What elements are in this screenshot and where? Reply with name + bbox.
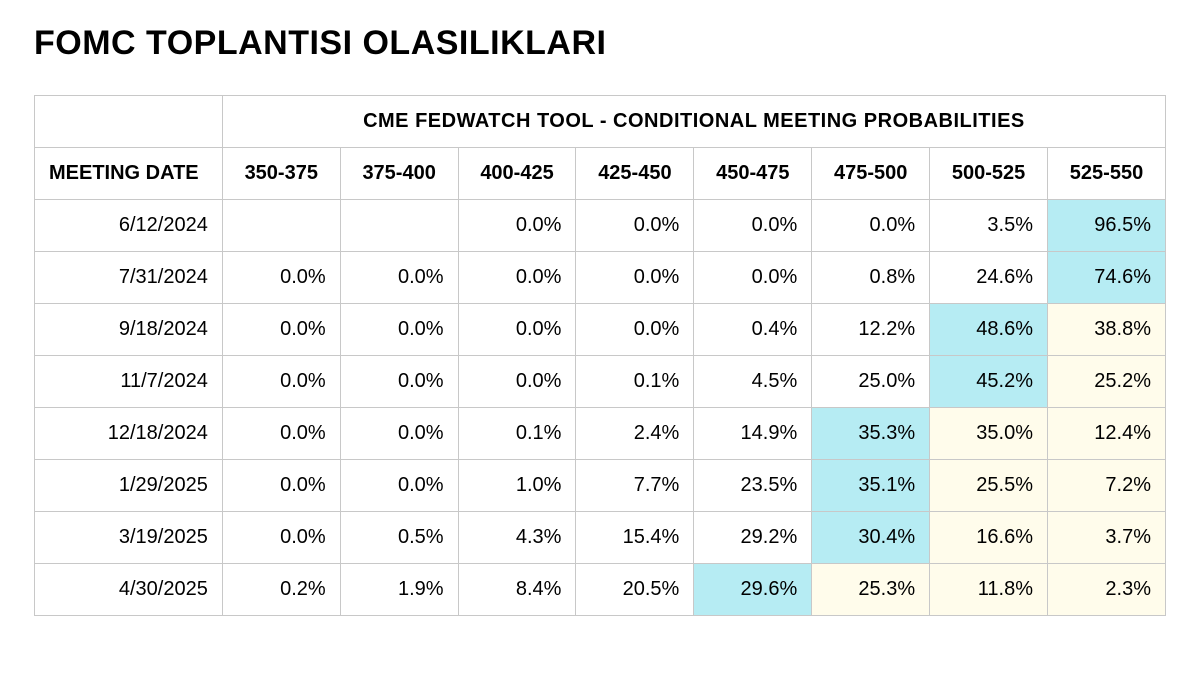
value-cell: 0.0% [222, 252, 340, 304]
date-cell: 3/19/2025 [35, 512, 223, 564]
value-cell: 0.0% [222, 304, 340, 356]
col-header: 525-550 [1048, 148, 1166, 200]
value-cell: 4.5% [694, 356, 812, 408]
value-cell: 74.6% [1048, 252, 1166, 304]
col-header: 375-400 [340, 148, 458, 200]
value-cell: 20.5% [576, 564, 694, 616]
value-cell: 24.6% [930, 252, 1048, 304]
value-cell: 30.4% [812, 512, 930, 564]
value-cell: 0.0% [340, 252, 458, 304]
meeting-date-header: MEETING DATE [35, 148, 223, 200]
table-row: 4/30/20250.2%1.9%8.4%20.5%29.6%25.3%11.8… [35, 564, 1166, 616]
date-cell: 7/31/2024 [35, 252, 223, 304]
table-header-row: MEETING DATE 350-375 375-400 400-425 425… [35, 148, 1166, 200]
value-cell: 12.4% [1048, 408, 1166, 460]
value-cell: 25.2% [1048, 356, 1166, 408]
date-cell: 4/30/2025 [35, 564, 223, 616]
col-header: 400-425 [458, 148, 576, 200]
value-cell [340, 200, 458, 252]
value-cell: 0.1% [576, 356, 694, 408]
value-cell: 0.0% [458, 200, 576, 252]
value-cell [222, 200, 340, 252]
value-cell: 23.5% [694, 460, 812, 512]
value-cell: 15.4% [576, 512, 694, 564]
value-cell: 4.3% [458, 512, 576, 564]
value-cell: 1.9% [340, 564, 458, 616]
value-cell: 25.3% [812, 564, 930, 616]
value-cell: 2.4% [576, 408, 694, 460]
value-cell: 0.5% [340, 512, 458, 564]
value-cell: 12.2% [812, 304, 930, 356]
value-cell: 11.8% [930, 564, 1048, 616]
value-cell: 29.2% [694, 512, 812, 564]
value-cell: 0.0% [694, 200, 812, 252]
page-title: FOMC TOPLANTISI OLASILIKLARI [34, 24, 1166, 63]
col-header: 500-525 [930, 148, 1048, 200]
blank-header [35, 96, 223, 148]
value-cell: 35.3% [812, 408, 930, 460]
value-cell: 0.0% [694, 252, 812, 304]
value-cell: 0.0% [340, 408, 458, 460]
value-cell: 0.0% [222, 408, 340, 460]
value-cell: 45.2% [930, 356, 1048, 408]
value-cell: 0.0% [222, 512, 340, 564]
value-cell: 0.2% [222, 564, 340, 616]
probabilities-table: CME FEDWATCH TOOL - CONDITIONAL MEETING … [34, 95, 1166, 616]
value-cell: 29.6% [694, 564, 812, 616]
value-cell: 8.4% [458, 564, 576, 616]
value-cell: 16.6% [930, 512, 1048, 564]
value-cell: 0.0% [458, 356, 576, 408]
value-cell: 0.0% [222, 460, 340, 512]
date-cell: 11/7/2024 [35, 356, 223, 408]
table-row: 11/7/20240.0%0.0%0.0%0.1%4.5%25.0%45.2%2… [35, 356, 1166, 408]
table-body: 6/12/20240.0%0.0%0.0%0.0%3.5%96.5%7/31/2… [35, 200, 1166, 616]
value-cell: 2.3% [1048, 564, 1166, 616]
table-row: 1/29/20250.0%0.0%1.0%7.7%23.5%35.1%25.5%… [35, 460, 1166, 512]
value-cell: 25.0% [812, 356, 930, 408]
col-header: 425-450 [576, 148, 694, 200]
value-cell: 7.2% [1048, 460, 1166, 512]
value-cell: 0.0% [340, 460, 458, 512]
value-cell: 0.0% [576, 200, 694, 252]
value-cell: 96.5% [1048, 200, 1166, 252]
value-cell: 0.0% [222, 356, 340, 408]
value-cell: 0.0% [340, 356, 458, 408]
table-super-header-row: CME FEDWATCH TOOL - CONDITIONAL MEETING … [35, 96, 1166, 148]
value-cell: 25.5% [930, 460, 1048, 512]
value-cell: 0.0% [576, 252, 694, 304]
date-cell: 12/18/2024 [35, 408, 223, 460]
value-cell: 35.1% [812, 460, 930, 512]
col-header: 475-500 [812, 148, 930, 200]
date-cell: 9/18/2024 [35, 304, 223, 356]
value-cell: 0.1% [458, 408, 576, 460]
value-cell: 1.0% [458, 460, 576, 512]
value-cell: 3.7% [1048, 512, 1166, 564]
value-cell: 38.8% [1048, 304, 1166, 356]
value-cell: 0.8% [812, 252, 930, 304]
value-cell: 35.0% [930, 408, 1048, 460]
value-cell: 0.4% [694, 304, 812, 356]
table-row: 7/31/20240.0%0.0%0.0%0.0%0.0%0.8%24.6%74… [35, 252, 1166, 304]
value-cell: 0.0% [340, 304, 458, 356]
value-cell: 3.5% [930, 200, 1048, 252]
value-cell: 0.0% [576, 304, 694, 356]
value-cell: 0.0% [458, 252, 576, 304]
table-row: 12/18/20240.0%0.0%0.1%2.4%14.9%35.3%35.0… [35, 408, 1166, 460]
table-row: 3/19/20250.0%0.5%4.3%15.4%29.2%30.4%16.6… [35, 512, 1166, 564]
value-cell: 0.0% [458, 304, 576, 356]
table-row: 6/12/20240.0%0.0%0.0%0.0%3.5%96.5% [35, 200, 1166, 252]
col-header: 350-375 [222, 148, 340, 200]
table-row: 9/18/20240.0%0.0%0.0%0.0%0.4%12.2%48.6%3… [35, 304, 1166, 356]
date-cell: 6/12/2024 [35, 200, 223, 252]
date-cell: 1/29/2025 [35, 460, 223, 512]
col-header: 450-475 [694, 148, 812, 200]
value-cell: 48.6% [930, 304, 1048, 356]
super-header: CME FEDWATCH TOOL - CONDITIONAL MEETING … [222, 96, 1165, 148]
value-cell: 0.0% [812, 200, 930, 252]
value-cell: 14.9% [694, 408, 812, 460]
value-cell: 7.7% [576, 460, 694, 512]
